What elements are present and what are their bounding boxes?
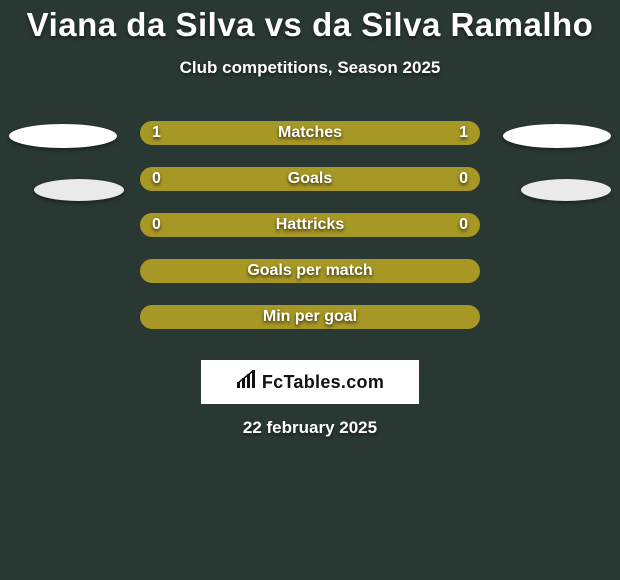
stat-bar: Goals per match bbox=[140, 259, 480, 283]
stat-label: Goals bbox=[288, 170, 332, 188]
stat-value-left: 0 bbox=[152, 216, 161, 234]
stat-bar: Min per goal bbox=[140, 305, 480, 329]
stat-label: Matches bbox=[278, 124, 342, 142]
stat-label: Goals per match bbox=[247, 262, 372, 280]
date-text: 22 february 2025 bbox=[0, 418, 620, 438]
player-photo-placeholder bbox=[9, 124, 117, 148]
stat-value-right: 0 bbox=[459, 216, 468, 234]
stat-row: Goals per match bbox=[0, 258, 620, 304]
stat-bar: 0 Hattricks 0 bbox=[140, 213, 480, 237]
player-photo-placeholder bbox=[503, 124, 611, 148]
stat-value-left: 0 bbox=[152, 170, 161, 188]
player-photo-placeholder bbox=[34, 179, 124, 201]
stat-bar: 0 Goals 0 bbox=[140, 167, 480, 191]
logo-box: FcTables.com bbox=[201, 360, 419, 404]
stat-label: Min per goal bbox=[263, 308, 357, 326]
stat-value-right: 0 bbox=[459, 170, 468, 188]
stat-bar: 1 Matches 1 bbox=[140, 121, 480, 145]
logo-text: FcTables.com bbox=[262, 372, 384, 393]
stat-label: Hattricks bbox=[276, 216, 344, 234]
player-photo-placeholder bbox=[521, 179, 611, 201]
stat-row: 0 Hattricks 0 bbox=[0, 212, 620, 258]
chart-icon bbox=[236, 370, 258, 395]
stat-row: Min per goal bbox=[0, 304, 620, 350]
stat-value-right: 1 bbox=[459, 124, 468, 142]
page-title: Viana da Silva vs da Silva Ramalho bbox=[0, 0, 620, 44]
stat-value-left: 1 bbox=[152, 124, 161, 142]
stats-rows: 1 Matches 1 0 Goals 0 0 Hattricks 0 Goals per mat… bbox=[0, 120, 620, 350]
subtitle: Club competitions, Season 2025 bbox=[0, 58, 620, 78]
